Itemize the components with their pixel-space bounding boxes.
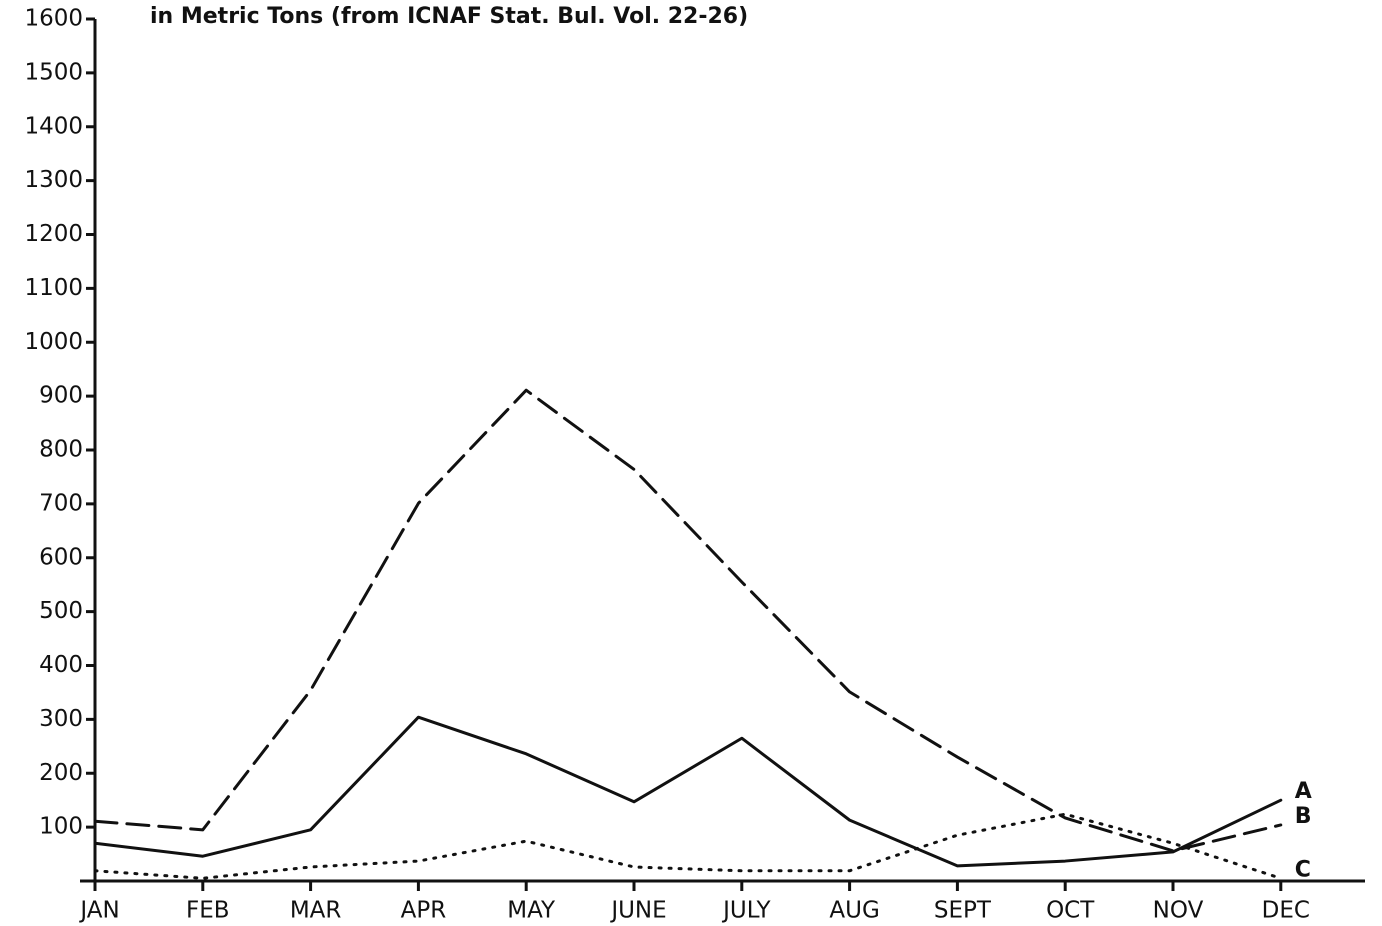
x-tick-label: JULY (721, 898, 771, 924)
x-tick-label: FEB (186, 898, 230, 924)
x-tick-label: SEPT (934, 898, 992, 924)
series-label: C (1295, 857, 1311, 882)
x-tick-label: MAY (507, 898, 556, 924)
y-tick-label: 1000 (24, 329, 83, 355)
y-tick-label: 700 (39, 490, 83, 516)
y-tick-label: 1300 (24, 167, 83, 193)
y-tick-label: 500 (39, 598, 83, 624)
y-tick-label: 600 (39, 544, 83, 570)
y-tick-label: 200 (39, 760, 83, 786)
series-line (93, 388, 1283, 853)
series-line (93, 715, 1283, 868)
y-tick-label: 400 (39, 652, 83, 678)
x-tick-label: AUG (829, 898, 879, 924)
series-label: A (1295, 779, 1312, 804)
y-tick-label: 100 (39, 814, 83, 840)
y-tick-label: 1100 (24, 275, 83, 301)
y-tick-label: 1200 (24, 221, 83, 247)
series-line (93, 812, 1283, 880)
chart-title: in Metric Tons (from ICNAF Stat. Bul. Vo… (150, 4, 748, 29)
x-tick-label: JAN (78, 898, 119, 924)
x-tick-label: OCT (1046, 898, 1095, 924)
x-tick-label: JUNE (609, 898, 666, 924)
y-tick-label: 1500 (24, 59, 83, 85)
y-tick-label: 300 (39, 706, 83, 732)
y-tick-label: 1600 (24, 6, 83, 32)
x-tick-label: DEC (1262, 898, 1310, 924)
series-label: B (1295, 804, 1312, 829)
y-tick-label: 1400 (24, 113, 83, 139)
x-tick-label: APR (401, 898, 447, 924)
x-tick-label: MAR (290, 898, 342, 924)
x-tick-label: NOV (1153, 898, 1204, 924)
y-tick-label: 900 (39, 383, 83, 409)
y-tick-label: 800 (39, 437, 83, 463)
